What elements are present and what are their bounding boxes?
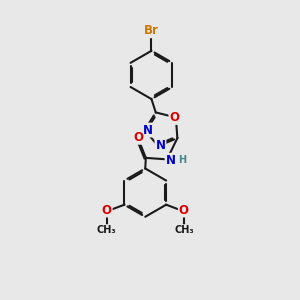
Text: CH₃: CH₃ <box>174 225 194 235</box>
Text: N: N <box>166 154 176 167</box>
Text: H: H <box>178 155 186 165</box>
Text: O: O <box>169 111 179 124</box>
Text: N: N <box>155 140 165 152</box>
Text: N: N <box>143 124 153 136</box>
Text: Br: Br <box>144 24 159 37</box>
Text: O: O <box>179 203 189 217</box>
Text: O: O <box>133 131 143 144</box>
Text: O: O <box>102 203 112 217</box>
Text: CH₃: CH₃ <box>97 225 116 235</box>
